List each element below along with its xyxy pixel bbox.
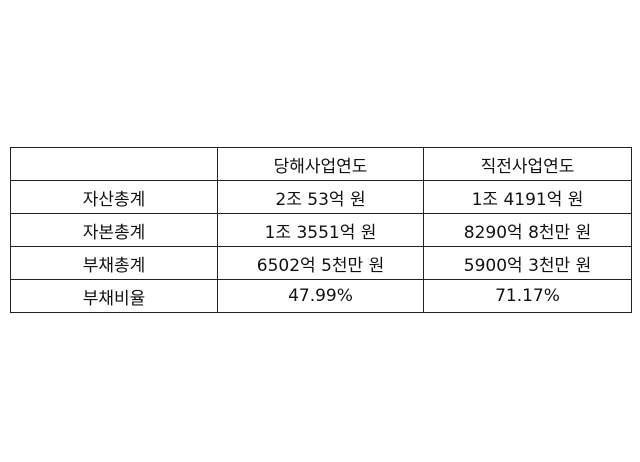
current-value: 2조 53억 원 bbox=[217, 180, 424, 214]
previous-value: 8290억 8천만 원 bbox=[423, 213, 632, 247]
header-corner bbox=[10, 147, 218, 181]
row-label: 자본총계 bbox=[10, 213, 218, 247]
table-row: 부채비율 47.99% 71.17% bbox=[10, 279, 632, 313]
header-current-year: 당해사업연도 bbox=[217, 147, 424, 181]
financial-summary-table: 당해사업연도 직전사업연도 자산총계 2조 53억 원 1조 4191억 원 자… bbox=[10, 147, 632, 313]
table-row: 자본총계 1조 3551억 원 8290억 8천만 원 bbox=[10, 213, 632, 247]
current-value: 1조 3551억 원 bbox=[217, 213, 424, 247]
header-row: 당해사업연도 직전사업연도 bbox=[10, 147, 632, 181]
row-label: 부채비율 bbox=[10, 279, 218, 313]
previous-value: 1조 4191억 원 bbox=[423, 180, 632, 214]
previous-value: 5900억 3천만 원 bbox=[423, 246, 632, 280]
table-row: 부채총계 6502억 5천만 원 5900억 3천만 원 bbox=[10, 246, 632, 280]
row-label: 자산총계 bbox=[10, 180, 218, 214]
table-row: 자산총계 2조 53억 원 1조 4191억 원 bbox=[10, 180, 632, 214]
current-value: 47.99% bbox=[217, 279, 424, 313]
row-label: 부채총계 bbox=[10, 246, 218, 280]
current-value: 6502억 5천만 원 bbox=[217, 246, 424, 280]
previous-value: 71.17% bbox=[423, 279, 632, 313]
header-previous-year: 직전사업연도 bbox=[423, 147, 632, 181]
